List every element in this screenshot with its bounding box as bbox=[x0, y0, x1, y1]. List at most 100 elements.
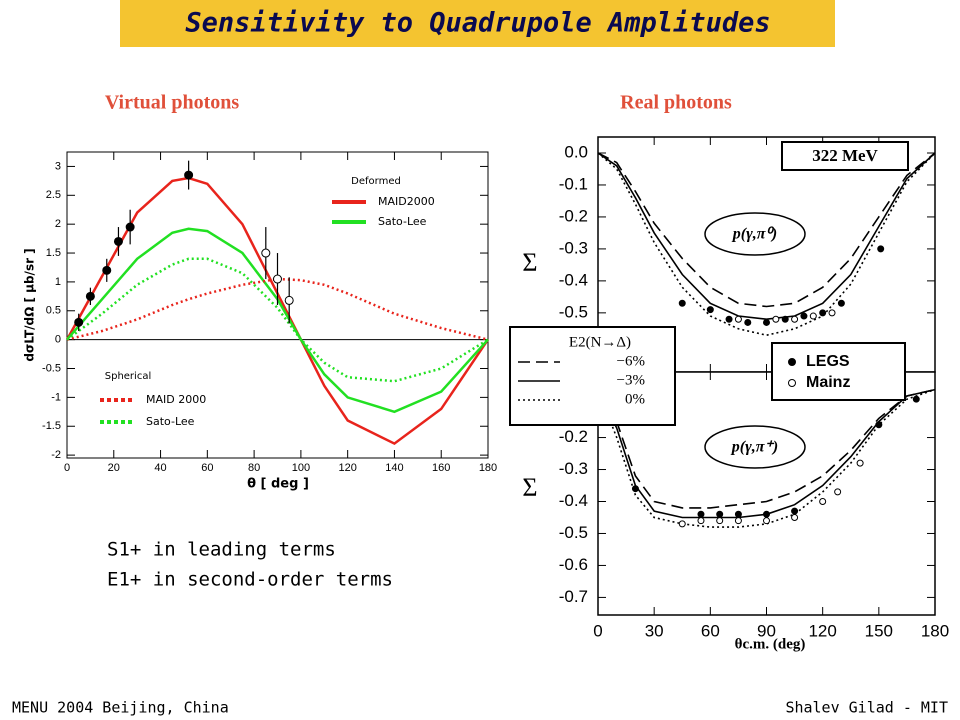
x-tick-label: 80 bbox=[248, 462, 260, 474]
x-tick-label: 60 bbox=[201, 462, 213, 474]
data-point bbox=[125, 222, 135, 232]
footer-left: MENU 2004 Beijing, China bbox=[12, 699, 229, 717]
data-point bbox=[273, 274, 282, 284]
y-tick-label: 2 bbox=[55, 218, 61, 230]
data-point bbox=[678, 520, 686, 528]
data-point bbox=[678, 299, 686, 307]
y-axis-label: dσLT/dΩ [ μb/sr ] bbox=[23, 248, 37, 361]
data-point bbox=[697, 510, 705, 518]
series-line bbox=[597, 388, 936, 509]
data-point bbox=[85, 291, 95, 301]
y-tick-label: 3 bbox=[55, 160, 61, 172]
data-point bbox=[834, 488, 842, 496]
data-point bbox=[819, 309, 827, 317]
data-point bbox=[734, 517, 742, 525]
data-point bbox=[631, 485, 639, 493]
legend-title: Spherical bbox=[105, 371, 151, 382]
annotation-oval bbox=[704, 212, 806, 256]
legend-marker bbox=[788, 358, 796, 366]
note: E1+ in second-order terms bbox=[107, 569, 393, 591]
data-point bbox=[791, 513, 799, 521]
data-point bbox=[261, 248, 271, 258]
charts: -2-1.5-1-0.500.511.522.530 20 40 60 80 100 120… bbox=[23, 136, 949, 652]
x-tick-label: 120 bbox=[808, 621, 836, 640]
legend-label: −3% bbox=[617, 372, 645, 388]
x-tick-label: 40 bbox=[154, 462, 166, 474]
data-point bbox=[74, 317, 84, 327]
x-tick-label: 140 bbox=[385, 462, 403, 474]
y-tick-label: -0.6 bbox=[559, 555, 588, 574]
y-tick-label: -0.7 bbox=[559, 587, 588, 606]
y-tick-label: -0.5 bbox=[42, 362, 61, 374]
x-tick-label: 0 bbox=[64, 462, 70, 474]
y-tick-label: 1 bbox=[55, 276, 61, 288]
legend-label: Mainz bbox=[806, 374, 850, 391]
series-line bbox=[597, 152, 936, 308]
x-tick-label: 180 bbox=[479, 462, 497, 474]
y-tick-label: 0.0 bbox=[564, 142, 588, 161]
y-tick-label: -1.5 bbox=[42, 420, 61, 432]
y-tick-label: -0.4 bbox=[559, 491, 588, 510]
x-tick-label: 0 bbox=[593, 621, 602, 640]
series-line bbox=[66, 277, 489, 341]
annotation: 322 MeV bbox=[812, 146, 878, 165]
x-tick-label: 120 bbox=[338, 462, 356, 474]
legend-box bbox=[509, 326, 676, 426]
legend-label: Sato-Lee bbox=[146, 415, 195, 428]
slide-title: Sensitivity to Quadrupole Amplitudes bbox=[185, 8, 770, 39]
legend-label: LEGS bbox=[806, 353, 850, 370]
x-tick-label: 100 bbox=[292, 462, 310, 474]
x-tick-label: 90 bbox=[757, 621, 776, 640]
data-point bbox=[734, 510, 742, 518]
x-tick-label: 20 bbox=[108, 462, 120, 474]
legend-label: −6% bbox=[617, 353, 645, 369]
data-point bbox=[800, 312, 808, 320]
note: S1+ in leading terms bbox=[107, 539, 336, 561]
data-point bbox=[875, 421, 883, 429]
series-line bbox=[66, 257, 489, 383]
legend-label: MAID 2000 bbox=[146, 393, 206, 406]
y-tick-label: -0.2 bbox=[559, 206, 588, 225]
data-point bbox=[856, 459, 864, 467]
footer-right: Shalev Gilad - MIT bbox=[785, 699, 948, 717]
data-point bbox=[791, 315, 799, 323]
x-axis-label: θc.m. (deg) bbox=[735, 636, 806, 652]
legend-title: E2(N→Δ) bbox=[569, 334, 631, 350]
series-line bbox=[66, 227, 489, 414]
data-point bbox=[706, 306, 714, 314]
y-tick-label: 1.5 bbox=[46, 247, 61, 259]
series-line bbox=[65, 176, 490, 446]
data-point bbox=[828, 309, 836, 317]
data-point bbox=[772, 315, 780, 323]
annotation-box bbox=[781, 141, 909, 171]
series-line bbox=[597, 152, 936, 337]
data-point bbox=[734, 315, 742, 323]
annotation: p(γ,π⁺) bbox=[730, 439, 779, 456]
series-line bbox=[597, 388, 936, 528]
legend-title: Deformed bbox=[351, 176, 401, 187]
x-tick-label: 30 bbox=[645, 621, 664, 640]
x-tick-label: 150 bbox=[865, 621, 893, 640]
data-point bbox=[184, 170, 194, 180]
data-point bbox=[763, 510, 770, 518]
y-tick-label: 0.5 bbox=[46, 305, 61, 317]
y-axis-label: Σ bbox=[522, 248, 537, 277]
legend-marker bbox=[788, 379, 796, 387]
data-point bbox=[781, 315, 789, 323]
x-tick-label: 160 bbox=[432, 462, 450, 474]
data-point bbox=[284, 295, 294, 305]
legend-label: Sato-Lee bbox=[378, 215, 427, 228]
data-point bbox=[877, 245, 885, 253]
y-axis-label: Σ bbox=[522, 473, 537, 502]
legend-box bbox=[771, 342, 906, 401]
title-banner bbox=[120, 0, 835, 47]
data-point bbox=[716, 510, 724, 518]
data-point bbox=[716, 517, 724, 525]
y-tick-label: -0.5 bbox=[559, 302, 588, 321]
y-tick-label: -0.5 bbox=[559, 523, 588, 542]
annotation-oval bbox=[704, 425, 806, 469]
y-tick-label: -0.2 bbox=[559, 427, 588, 446]
y-tick-label: -0.3 bbox=[559, 459, 588, 478]
y-tick-label: 0 bbox=[55, 334, 61, 346]
x-tick-label: 180 bbox=[921, 621, 949, 640]
